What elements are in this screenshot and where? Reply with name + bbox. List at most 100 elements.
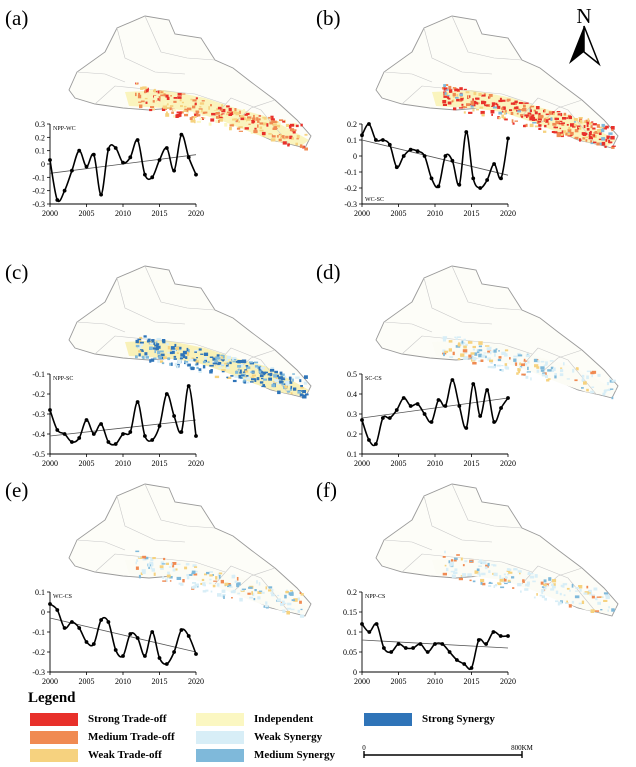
legend-item-strong-tradeoff: Strong Trade-off — [30, 711, 167, 727]
data-point — [506, 634, 510, 638]
data-point — [457, 404, 462, 408]
data-point — [462, 662, 467, 666]
y-tick-label: 0.2 — [347, 430, 357, 439]
x-tick-label: 2010 — [115, 459, 131, 468]
y-tick-label: -0.3 — [32, 200, 45, 209]
data-point — [106, 440, 111, 444]
data-point — [84, 640, 89, 644]
data-point — [91, 432, 96, 436]
data-point — [70, 168, 74, 173]
x-tick-label: 2010 — [427, 677, 443, 686]
x-tick-label: 2005 — [79, 677, 95, 686]
data-point — [429, 176, 434, 181]
series-label: SC-CS — [365, 376, 382, 382]
data-point — [84, 418, 89, 422]
legend-item-independent: Independent — [196, 711, 313, 727]
data-point — [186, 634, 191, 638]
data-point — [48, 408, 52, 412]
data-point — [128, 430, 133, 434]
x-tick-label: 2020 — [188, 209, 204, 218]
scale-start-label: 0 — [362, 744, 366, 752]
data-point — [425, 650, 430, 654]
data-point — [471, 382, 476, 386]
data-point — [179, 628, 184, 632]
data-point — [367, 630, 372, 634]
data-point — [506, 396, 510, 400]
north-arrow-icon: N — [569, 4, 601, 67]
y-tick-label: -0.3 — [344, 200, 357, 209]
y-tick-label: 0 — [353, 668, 357, 677]
x-tick-label: 2015 — [464, 459, 480, 468]
x-tick-label: 2000 — [42, 459, 58, 468]
data-point — [380, 416, 385, 420]
data-point — [492, 162, 496, 166]
data-point — [485, 178, 490, 182]
legend-label: Weak Trade-off — [88, 749, 162, 761]
data-point — [387, 142, 392, 147]
series-line — [49, 133, 197, 203]
map-panel-c — [68, 265, 312, 399]
x-tick-label: 2000 — [354, 677, 370, 686]
data-point — [121, 654, 125, 658]
data-point — [77, 436, 82, 440]
data-point — [374, 622, 379, 626]
data-point — [157, 656, 162, 660]
panel-label-c: (c) — [5, 260, 29, 284]
x-tick-label: 2020 — [500, 459, 516, 468]
data-point — [70, 620, 74, 624]
x-tick-label: 2000 — [354, 209, 370, 218]
x-tick-label: 2000 — [42, 209, 58, 218]
data-point — [478, 414, 483, 418]
data-point — [415, 149, 420, 154]
data-point — [443, 404, 448, 408]
y-tick-label: -0.3 — [32, 410, 45, 419]
x-tick-label: 2010 — [115, 677, 131, 686]
y-tick-label: -0.2 — [32, 187, 45, 196]
data-point — [471, 176, 476, 181]
x-tick-label: 2020 — [500, 209, 516, 218]
data-point — [360, 133, 364, 138]
panel-label-d: (d) — [316, 260, 341, 284]
data-point — [450, 378, 455, 382]
panel-label-e: (e) — [5, 478, 29, 502]
x-tick-label: 2010 — [427, 209, 443, 218]
data-point — [418, 642, 423, 646]
y-tick-label: 0.2 — [35, 133, 45, 142]
data-point — [113, 146, 118, 150]
data-point — [186, 384, 191, 388]
legend-label: Medium Synergy — [254, 749, 335, 761]
data-point — [186, 155, 191, 160]
series-label: NPP-SC — [53, 376, 73, 382]
data-point — [91, 152, 96, 157]
data-point — [422, 412, 427, 416]
data-point — [62, 432, 67, 436]
y-tick-label: -0.1 — [32, 628, 45, 637]
y-tick-label: 0.1 — [347, 136, 357, 145]
data-point — [469, 666, 474, 670]
x-tick-label: 2005 — [79, 459, 95, 468]
y-tick-label: -0.2 — [344, 184, 357, 193]
data-point — [408, 404, 413, 408]
data-point — [84, 164, 89, 169]
series-label: WC-CS — [53, 594, 72, 600]
y-tick-label: 0.1 — [347, 450, 357, 459]
legend-label: Weak Synergy — [254, 731, 323, 743]
data-point — [443, 154, 448, 158]
data-point — [492, 420, 496, 424]
trend-line — [361, 139, 509, 176]
x-tick-label: 2010 — [115, 209, 131, 218]
data-point — [478, 186, 483, 190]
map-panel-e — [68, 483, 312, 618]
map-panel-d — [375, 265, 619, 400]
y-tick-label: 0.3 — [347, 410, 357, 419]
y-tick-label: 0 — [353, 152, 357, 161]
data-point — [382, 646, 386, 650]
data-point — [455, 658, 459, 662]
data-point — [380, 138, 385, 142]
data-point — [194, 172, 198, 177]
map-panel-b — [375, 15, 619, 149]
data-point — [450, 158, 455, 163]
y-tick-label: 0.2 — [347, 588, 357, 597]
data-point — [157, 424, 162, 428]
